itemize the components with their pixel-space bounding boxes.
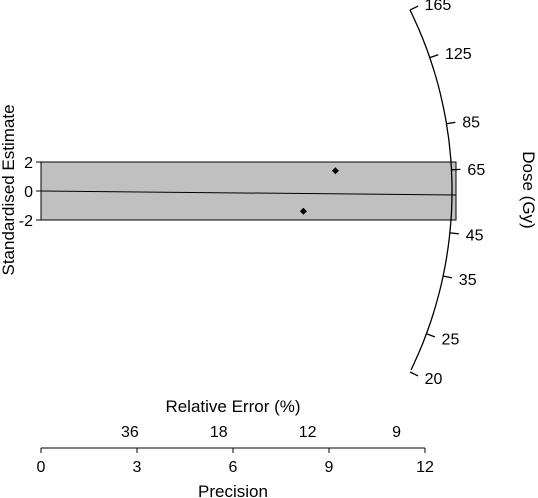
relative-error-tick-label: 18	[210, 424, 228, 441]
dose-tick-label: 165	[425, 0, 452, 14]
y-axis-title: Standardised Estimate	[0, 104, 18, 275]
precision-tick-label: 12	[416, 459, 434, 476]
two-sigma-band	[40, 161, 457, 221]
dose-ticks: 165 125 85 65 45 35 25 20	[409, 0, 485, 388]
y-tick-label: 0	[24, 184, 33, 201]
dose-tick-mark	[409, 371, 419, 377]
precision-tick-label: 6	[229, 459, 238, 476]
dose-tick-mark	[442, 275, 453, 279]
relative-error-tick-label: 9	[392, 424, 401, 441]
dose-axis-title: Dose (Gy)	[519, 151, 538, 228]
dose-tick-label: 85	[462, 114, 480, 131]
precision-tick-label: 3	[133, 459, 142, 476]
relative-error-ticks: 36 18 12 9	[121, 424, 401, 441]
dose-tick-label: 65	[467, 162, 485, 179]
dose-tick-label: 45	[466, 227, 484, 244]
precision-axis-title: Precision	[198, 482, 268, 498]
dose-tick-mark	[429, 54, 439, 59]
dose-tick-label: 20	[425, 371, 443, 388]
standardised-estimate-axis: 2 0 -2	[19, 155, 42, 230]
dose-tick-mark	[449, 232, 459, 235]
precision-ticks: 0 3 6 9 12	[37, 448, 434, 476]
dose-tick-mark	[426, 333, 436, 338]
dose-tick-mark	[446, 121, 456, 125]
y-tick-label: -2	[19, 213, 33, 230]
dose-arc-axis	[409, 9, 453, 371]
relative-error-tick-label: 36	[121, 424, 139, 441]
y-tick-label: 2	[24, 155, 33, 172]
data-point	[299, 207, 307, 215]
dose-tick-label: 25	[442, 332, 460, 349]
precision-tick-label: 0	[37, 459, 46, 476]
data-point	[331, 167, 339, 175]
precision-tick-label: 9	[325, 459, 334, 476]
data-points	[299, 167, 339, 215]
relative-error-axis-title: Relative Error (%)	[165, 397, 300, 416]
relative-error-tick-label: 12	[299, 424, 317, 441]
dose-tick-mark	[409, 5, 419, 11]
central-value-line	[40, 190, 457, 196]
dose-tick-label: 125	[445, 46, 472, 63]
dose-tick-label: 35	[459, 272, 477, 289]
